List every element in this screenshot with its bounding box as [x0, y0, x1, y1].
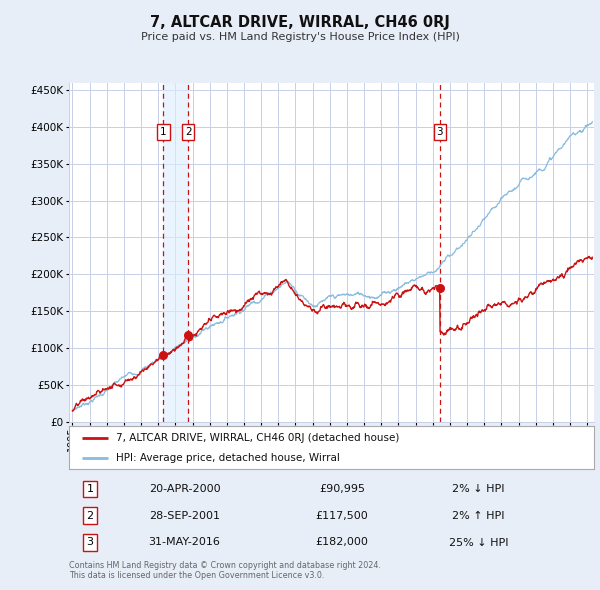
Text: 31-MAY-2016: 31-MAY-2016	[149, 537, 220, 548]
Text: 2: 2	[86, 511, 94, 520]
Text: £90,995: £90,995	[319, 484, 365, 494]
Text: 2% ↓ HPI: 2% ↓ HPI	[452, 484, 505, 494]
Text: 1: 1	[86, 484, 94, 494]
Bar	[163, 83, 188, 422]
Text: 28-SEP-2001: 28-SEP-2001	[149, 511, 220, 520]
Text: £117,500: £117,500	[316, 511, 368, 520]
Text: 2: 2	[185, 127, 191, 137]
Text: This data is licensed under the Open Government Licence v3.0.: This data is licensed under the Open Gov…	[69, 571, 325, 579]
Text: Contains HM Land Registry data © Crown copyright and database right 2024.: Contains HM Land Registry data © Crown c…	[69, 560, 381, 569]
Text: Price paid vs. HM Land Registry's House Price Index (HPI): Price paid vs. HM Land Registry's House …	[140, 32, 460, 42]
Text: HPI: Average price, detached house, Wirral: HPI: Average price, detached house, Wirr…	[116, 453, 340, 463]
Text: 3: 3	[86, 537, 94, 548]
Text: 3: 3	[436, 127, 443, 137]
Text: 7, ALTCAR DRIVE, WIRRAL, CH46 0RJ (detached house): 7, ALTCAR DRIVE, WIRRAL, CH46 0RJ (detac…	[116, 433, 400, 443]
Text: 2% ↑ HPI: 2% ↑ HPI	[452, 511, 505, 520]
Text: 25% ↓ HPI: 25% ↓ HPI	[449, 537, 508, 548]
Text: £182,000: £182,000	[316, 537, 368, 548]
Text: 20-APR-2000: 20-APR-2000	[149, 484, 220, 494]
Text: 7, ALTCAR DRIVE, WIRRAL, CH46 0RJ: 7, ALTCAR DRIVE, WIRRAL, CH46 0RJ	[150, 15, 450, 30]
Text: 1: 1	[160, 127, 167, 137]
